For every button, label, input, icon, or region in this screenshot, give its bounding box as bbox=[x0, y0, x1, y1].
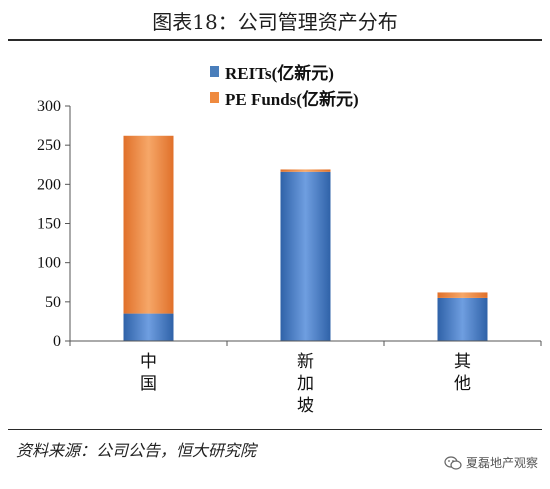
legend-swatch-reits bbox=[210, 65, 219, 77]
bar-reits bbox=[123, 313, 174, 341]
x-tick-label: 加 bbox=[297, 374, 314, 394]
y-tick-label: 250 bbox=[37, 137, 61, 154]
bar-pe-funds bbox=[437, 292, 488, 298]
bar-reits bbox=[280, 171, 331, 341]
x-tick-label: 国 bbox=[140, 374, 157, 394]
legend-item-reits: REITs(亿新元) bbox=[210, 58, 359, 84]
legend-swatch-pe-funds bbox=[210, 91, 219, 103]
y-axis: 0 50 100 150 200 250 300 bbox=[37, 98, 71, 350]
x-tick-label: 坡 bbox=[297, 396, 314, 416]
legend: REITs(亿新元) PE Funds(亿新元) bbox=[210, 58, 359, 110]
bar-pe-funds bbox=[123, 135, 174, 314]
legend-label-pe-funds: PE Funds(亿新元) bbox=[225, 89, 359, 109]
watermark: 夏磊地产观察 bbox=[444, 454, 538, 471]
chart-title: 图表18：公司管理资产分布 bbox=[152, 10, 398, 34]
title-divider bbox=[8, 39, 542, 41]
legend-label-reits: REITs(亿新元) bbox=[225, 63, 334, 83]
bar-reits bbox=[437, 297, 488, 341]
wechat-icon bbox=[444, 455, 462, 470]
x-tick-label: 他 bbox=[454, 374, 471, 394]
x-axis: 中国 新加坡 其他 bbox=[69, 340, 542, 416]
footer-divider bbox=[8, 429, 542, 430]
y-tick-label: 100 bbox=[37, 255, 61, 272]
x-tick-label: 中 bbox=[140, 352, 157, 372]
y-tick-label: 50 bbox=[45, 294, 61, 311]
y-tick-label: 0 bbox=[53, 333, 61, 350]
bar-pe-funds bbox=[280, 169, 331, 172]
source-note: 资料来源：公司公告，恒大研究院 bbox=[16, 441, 257, 460]
y-tick-label: 150 bbox=[37, 216, 61, 233]
bars bbox=[123, 135, 488, 341]
x-tick-label: 其 bbox=[454, 352, 471, 372]
y-tick-label: 300 bbox=[37, 98, 61, 115]
legend-item-pe-funds: PE Funds(亿新元) bbox=[210, 84, 359, 110]
y-tick-label: 200 bbox=[37, 176, 61, 193]
x-tick-label: 新 bbox=[297, 352, 314, 372]
watermark-label: 夏磊地产观察 bbox=[465, 456, 538, 470]
